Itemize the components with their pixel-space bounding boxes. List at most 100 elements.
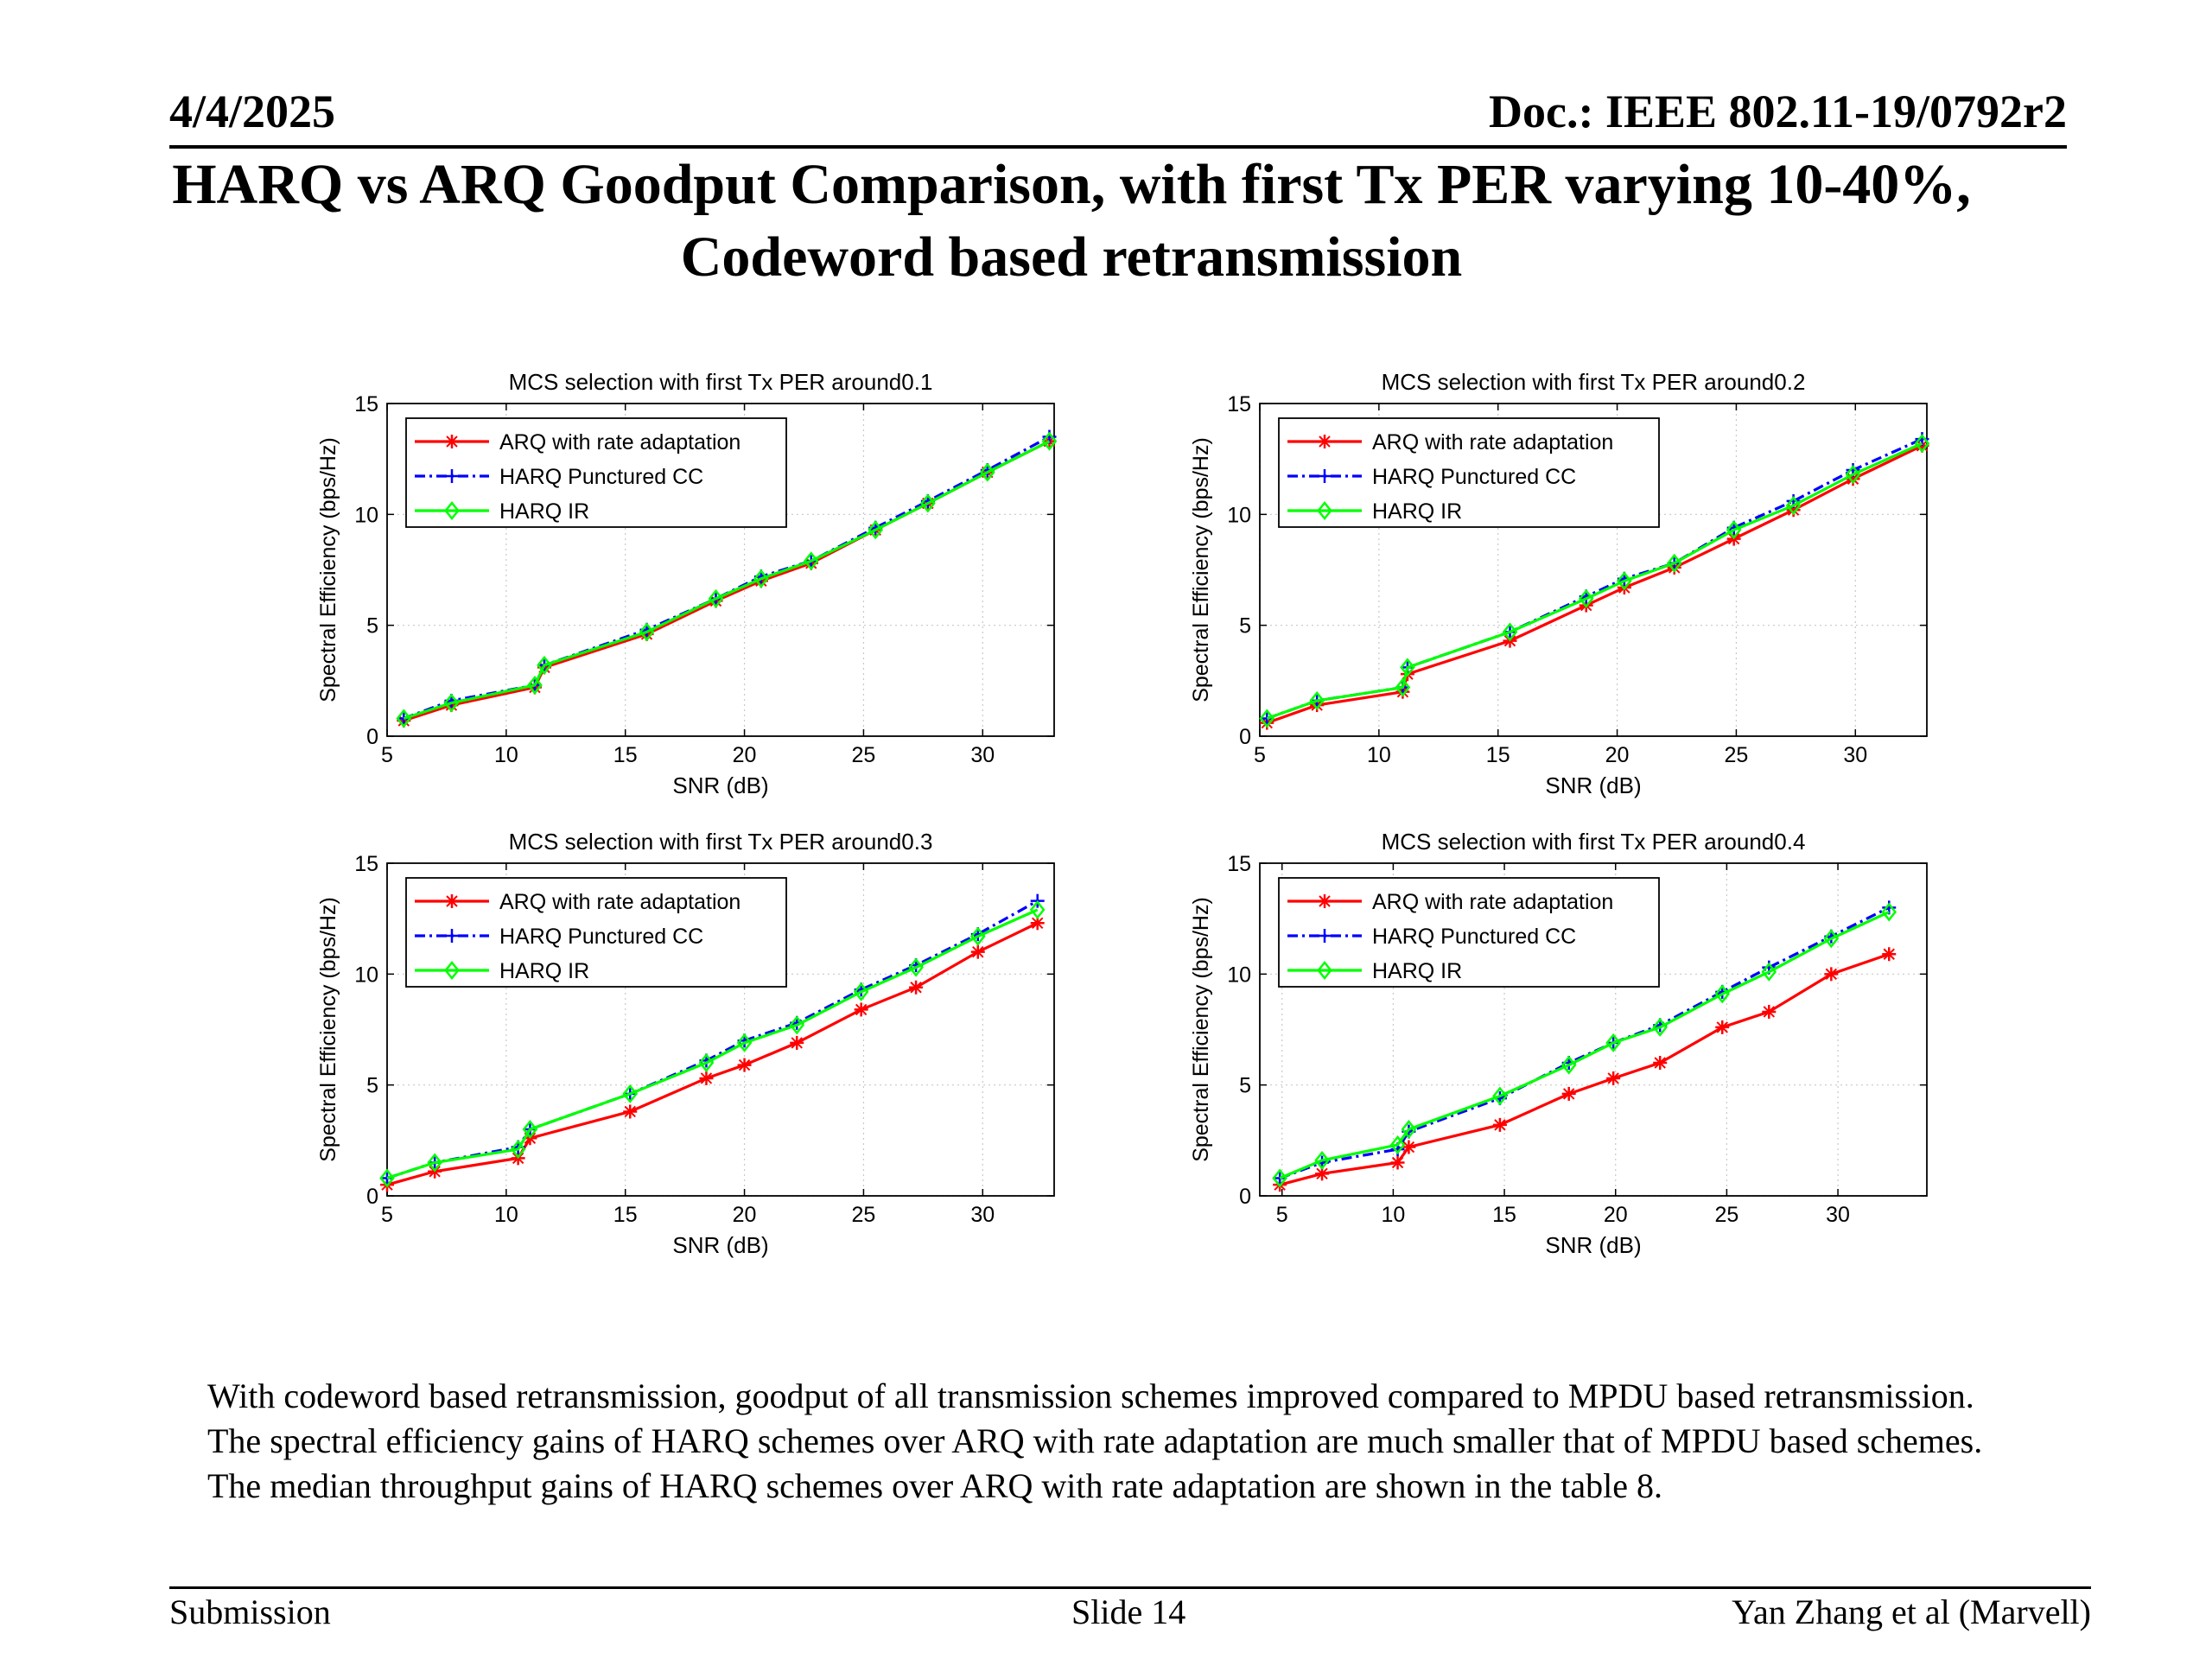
series-line — [1279, 952, 1890, 1186]
y-tick-label: 5 — [1239, 614, 1251, 639]
legend-item: HARQ Punctured CC — [1287, 465, 1576, 489]
header-doc-id: Doc.: IEEE 802.11-19/0792r2 — [1489, 86, 2067, 137]
data-point — [510, 1140, 526, 1160]
data-point — [1824, 967, 1839, 982]
series-line — [386, 908, 1039, 1179]
footer-rule — [169, 1586, 2091, 1589]
y-tick-label: 5 — [366, 614, 378, 639]
data-point — [1315, 1166, 1330, 1181]
y-tick-label: 0 — [1239, 725, 1251, 749]
legend-marker — [445, 929, 459, 943]
marker-diag — [738, 1058, 751, 1071]
data-point — [522, 1119, 538, 1140]
x-tick-label: 5 — [381, 1203, 393, 1227]
data-point — [1823, 929, 1840, 949]
chart-title: MCS selection with first Tx PER around0.… — [1382, 369, 1806, 395]
x-axis-label: SNR (dB) — [1545, 1232, 1641, 1258]
plot-frame — [386, 403, 1055, 737]
legend-item: HARQ Punctured CC — [415, 925, 703, 949]
y-tick-label: 10 — [1227, 503, 1251, 527]
legend-label: ARQ with rate adaptation — [1372, 430, 1613, 454]
data-point — [909, 980, 924, 995]
data-point — [698, 1052, 715, 1073]
legend-marker — [1318, 469, 1332, 483]
data-point — [1402, 1140, 1416, 1154]
series-harq-ir — [1259, 434, 1930, 728]
x-tick-label: 25 — [1714, 1203, 1738, 1227]
legend-box — [1278, 877, 1660, 988]
legend-item: HARQ IR — [1287, 499, 1462, 524]
chart-title: MCS selection with first Tx PER around0.… — [509, 829, 933, 855]
y-tick-label: 15 — [1227, 852, 1251, 876]
legend-label: ARQ with rate adaptation — [499, 890, 741, 914]
data-point — [1666, 553, 1682, 573]
data-point — [379, 1168, 395, 1188]
chart-title: MCS selection with first Tx PER around0.… — [509, 369, 933, 395]
data-point — [1881, 902, 1897, 922]
data-point — [854, 1002, 868, 1017]
y-axis-label: Spectral Efficiency (bps/Hz) — [1189, 897, 1213, 1162]
data-point — [1390, 1155, 1405, 1170]
x-tick-label: 15 — [1492, 1203, 1516, 1227]
series-line — [386, 921, 1039, 1186]
y-tick-label: 5 — [366, 1074, 378, 1098]
legend-label: HARQ IR — [1372, 959, 1462, 983]
data-point — [699, 1071, 714, 1085]
y-tick-label: 5 — [1239, 1074, 1251, 1098]
series-harq-punctured-cc — [380, 893, 1045, 1185]
legend-label: HARQ Punctured CC — [1372, 925, 1576, 949]
data-point — [427, 1153, 442, 1173]
data-point — [970, 944, 985, 959]
body-paragraph: With codeword based retransmission, good… — [207, 1376, 1983, 1505]
data-point — [1882, 947, 1897, 962]
x-tick-label: 5 — [381, 743, 393, 767]
data-point — [1272, 1168, 1287, 1188]
data-point — [969, 926, 986, 946]
series-line — [386, 899, 1039, 1179]
data-point — [1041, 431, 1058, 451]
legend-item: HARQ Punctured CC — [415, 465, 703, 489]
legend-label: HARQ IR — [499, 959, 589, 983]
y-tick-label: 10 — [1227, 963, 1251, 987]
x-tick-label: 15 — [1486, 743, 1510, 767]
data-point — [1492, 1086, 1508, 1106]
legend-label: ARQ with rate adaptation — [499, 430, 741, 454]
data-point — [1314, 1150, 1330, 1170]
series-line — [403, 440, 1051, 720]
legend-label: HARQ Punctured CC — [1372, 465, 1576, 489]
marker-diag — [1763, 1006, 1776, 1018]
series-arq-with-rate-adaptation — [1273, 947, 1897, 1192]
x-tick-label: 30 — [1826, 1203, 1850, 1227]
series-line — [1279, 906, 1890, 1179]
data-point — [1726, 520, 1742, 540]
x-tick-label: 25 — [852, 743, 876, 767]
legend-item: ARQ with rate adaptation — [415, 430, 741, 454]
data-point — [537, 655, 552, 675]
y-tick-label: 15 — [354, 852, 378, 876]
x-tick-label: 20 — [1605, 743, 1630, 767]
data-point — [639, 622, 655, 642]
legend-marker — [445, 435, 459, 448]
data-point — [908, 957, 924, 977]
legend: ARQ with rate adaptation HARQ Punctured C… — [405, 877, 787, 988]
marker-diag — [1562, 1088, 1575, 1100]
marker-diag — [1716, 1021, 1728, 1033]
data-point — [753, 569, 769, 588]
data-point — [1389, 1135, 1406, 1154]
data-point — [1561, 1086, 1576, 1101]
legend-label: HARQ Punctured CC — [499, 465, 703, 489]
chart-title: MCS selection with first Tx PER around0.… — [1382, 829, 1806, 855]
marker-diag — [1607, 1072, 1619, 1084]
x-axis-label: SNR (dB) — [672, 772, 768, 798]
plot-frame — [1259, 403, 1928, 737]
x-tick-label: 20 — [733, 743, 757, 767]
x-tick-label: 15 — [613, 1203, 638, 1227]
x-tick-label: 30 — [970, 743, 995, 767]
data-point — [1605, 1033, 1621, 1052]
data-point — [790, 1035, 804, 1050]
marker-diag — [1787, 504, 1800, 516]
series-harq-ir — [396, 431, 1058, 728]
marker-diag — [1402, 1141, 1415, 1154]
